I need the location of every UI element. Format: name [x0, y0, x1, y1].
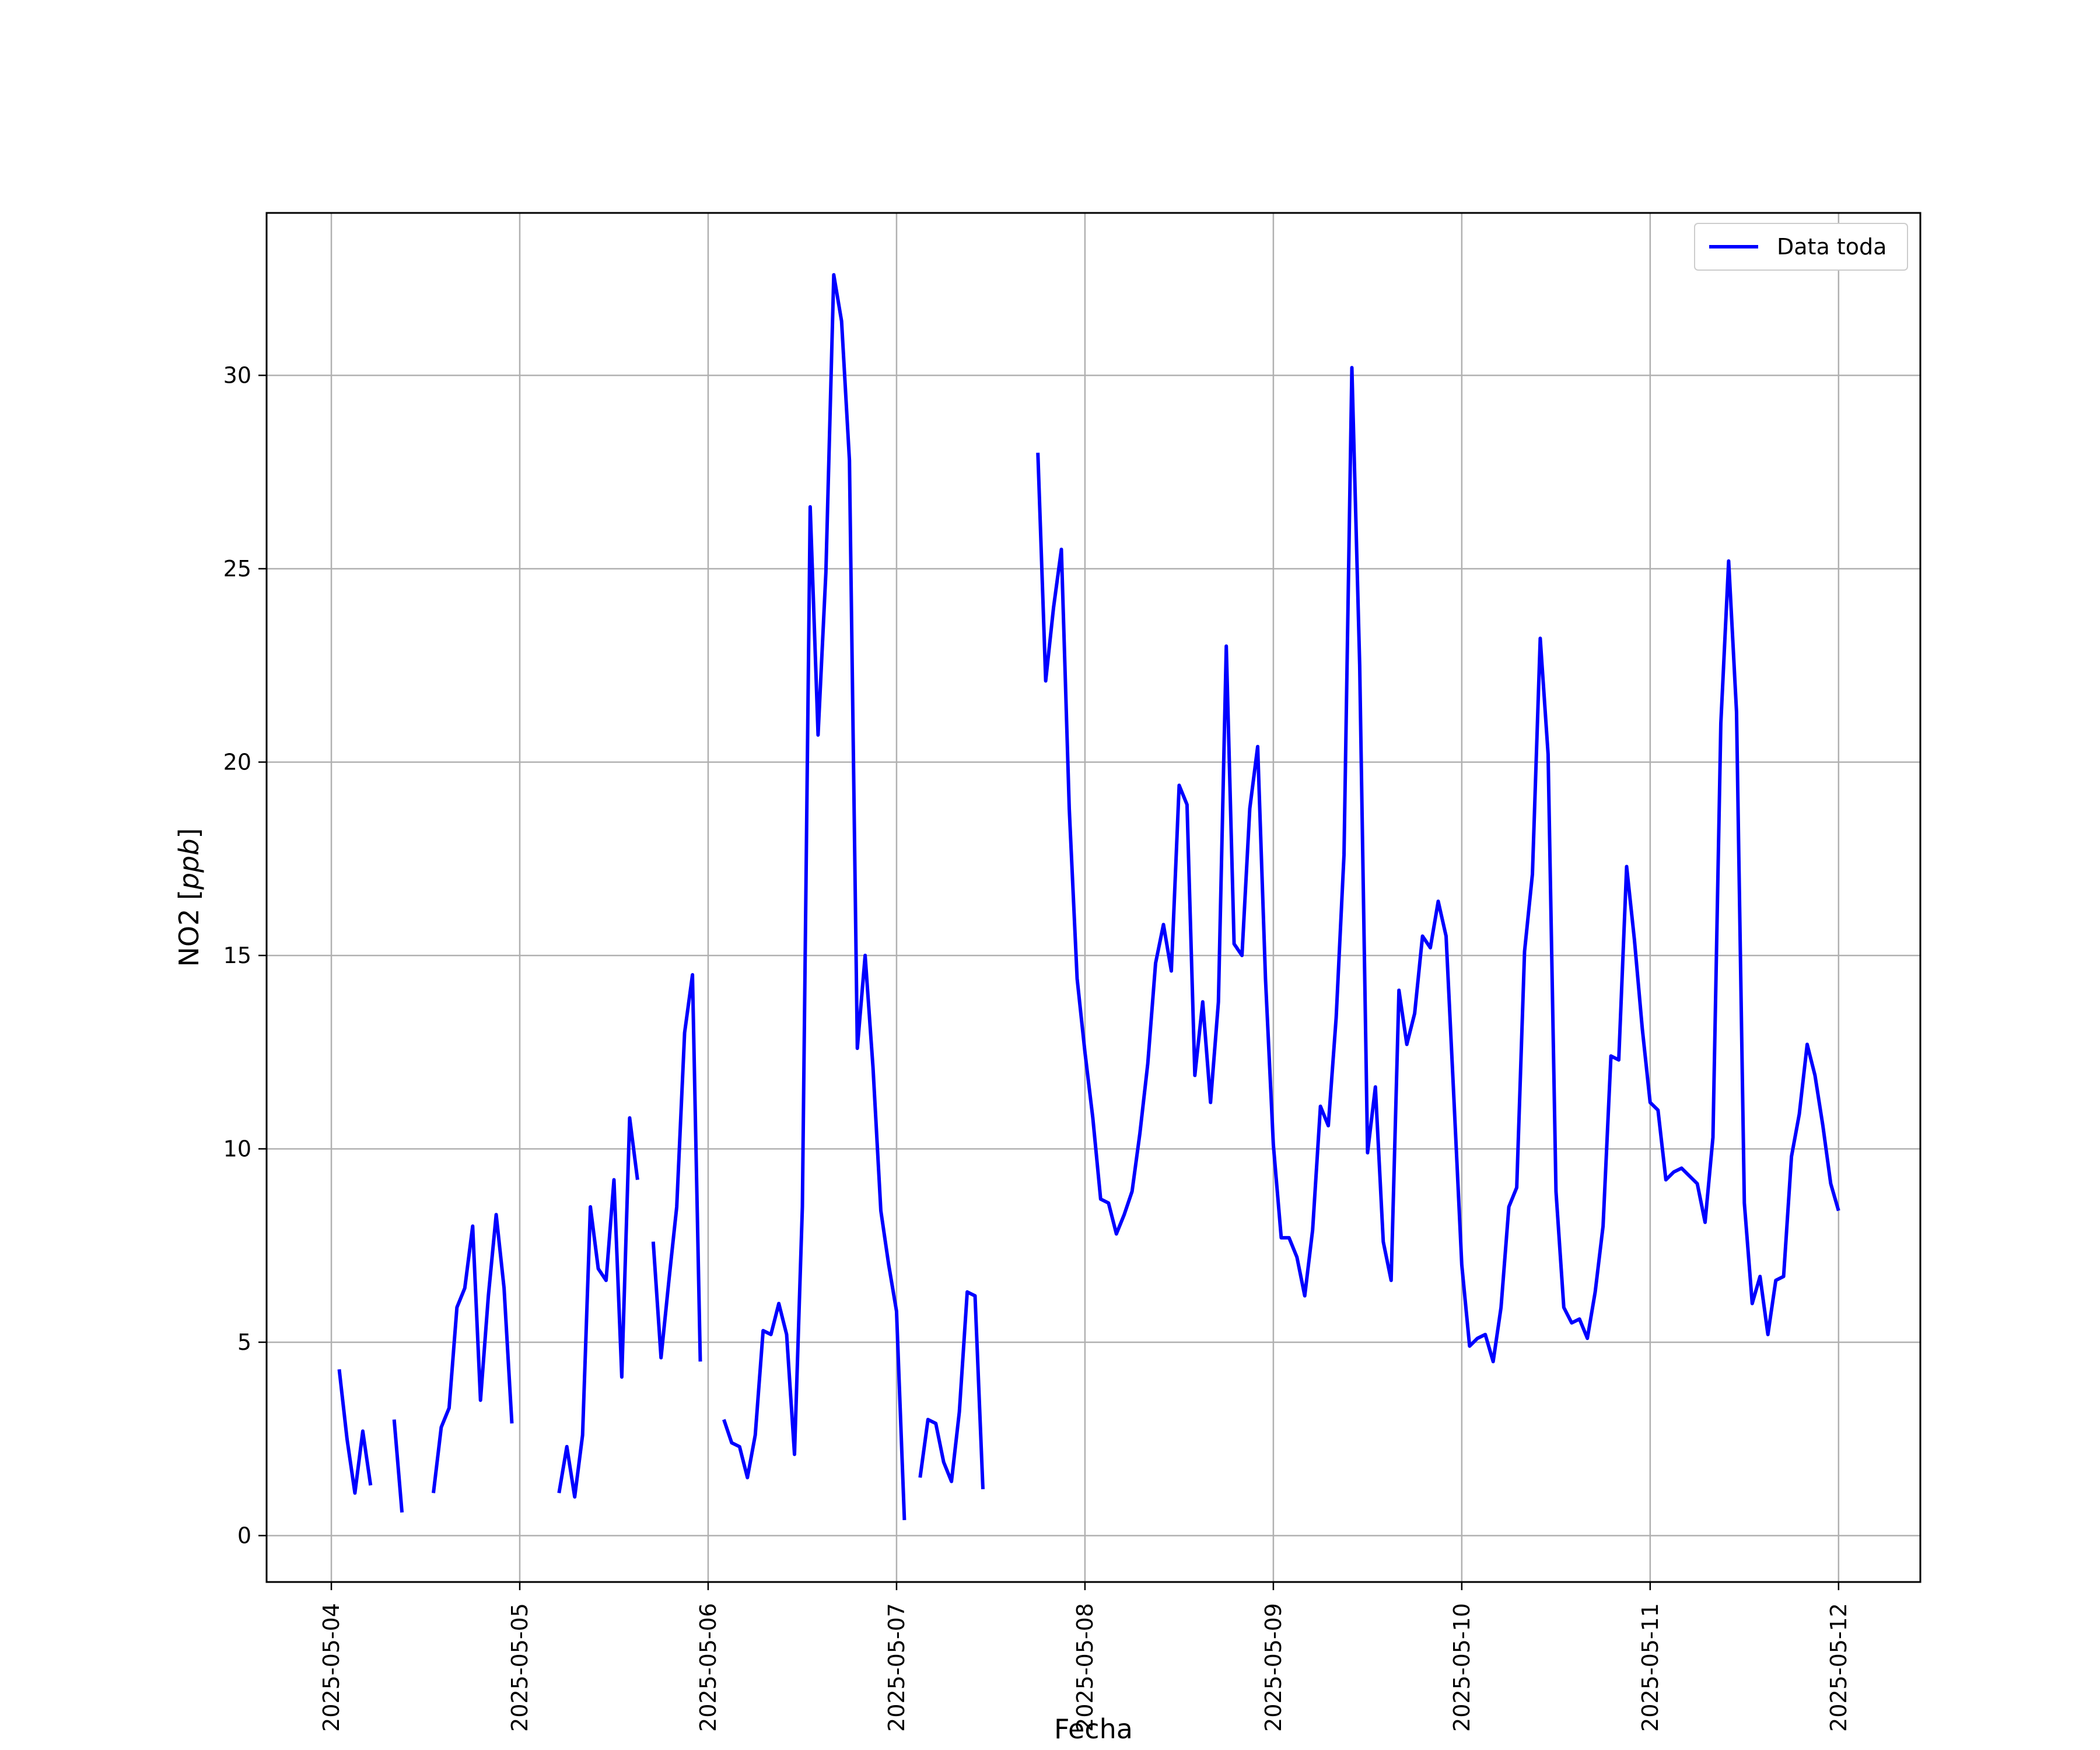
x-tick-label: 2025-05-12 — [1826, 1603, 1852, 1732]
legend-label-data-toda: Data toda — [1777, 234, 1887, 260]
x-tick-label: 2025-05-08 — [1072, 1603, 1098, 1732]
x-tick-label: 2025-05-06 — [695, 1603, 721, 1732]
y-tick-label: 5 — [237, 1329, 251, 1355]
x-tick-label: 2025-05-07 — [884, 1603, 909, 1732]
series-line-0 — [337, 273, 1840, 1521]
plot-area-frame — [265, 212, 1922, 1583]
grid — [267, 213, 1920, 1582]
x-tick-label: 2025-05-04 — [318, 1603, 344, 1732]
y-tick-label: 30 — [223, 362, 251, 388]
y-axis-label: NO2 [ppb] — [173, 828, 205, 967]
x-tick-label: 2025-05-11 — [1637, 1603, 1663, 1732]
x-tick-label: 2025-05-05 — [507, 1603, 533, 1732]
y-tick-label: 20 — [223, 749, 251, 775]
x-tick-label: 2025-05-10 — [1449, 1603, 1475, 1732]
legend-box — [1694, 223, 1908, 271]
y-tick-label: 15 — [223, 943, 251, 968]
y-tick-label: 0 — [237, 1522, 251, 1548]
y-tick-label: 10 — [223, 1136, 251, 1161]
y-tick-label: 25 — [223, 556, 251, 582]
data-line — [337, 273, 1840, 1521]
x-tick-label: 2025-05-09 — [1261, 1603, 1286, 1732]
x-axis-label: Fecha — [1054, 1713, 1133, 1745]
axis-ticks: 2025-05-04 2025-05-05 2025-05-06 2025-05-07… — [223, 362, 1852, 1731]
legend: Data toda — [1694, 223, 1908, 271]
